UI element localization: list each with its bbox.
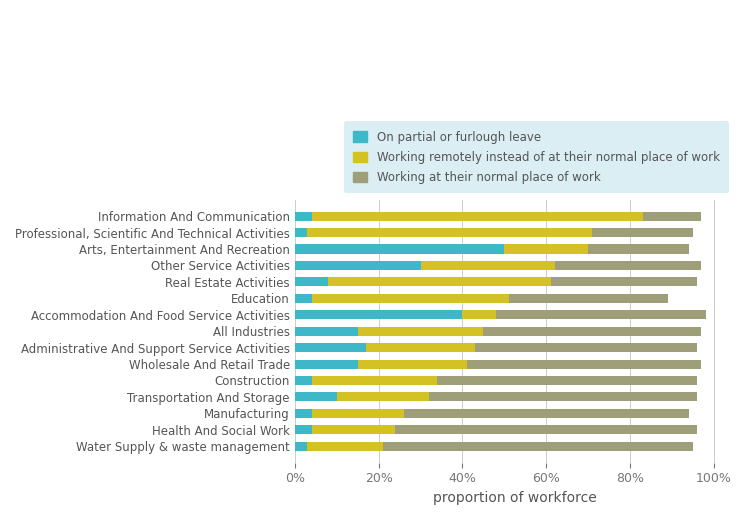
Bar: [382, 441, 693, 451]
Bar: [295, 425, 311, 434]
Bar: [337, 393, 429, 401]
Bar: [295, 228, 307, 237]
Bar: [550, 277, 698, 287]
Bar: [311, 212, 643, 220]
Bar: [295, 359, 358, 369]
Bar: [395, 425, 698, 434]
Bar: [295, 441, 307, 451]
Bar: [358, 359, 466, 369]
Bar: [308, 228, 592, 237]
Bar: [588, 244, 689, 254]
Bar: [358, 327, 484, 336]
Bar: [295, 277, 328, 287]
Bar: [295, 212, 311, 220]
Bar: [311, 294, 509, 303]
Bar: [295, 294, 311, 303]
Bar: [592, 228, 693, 237]
Bar: [295, 343, 366, 352]
Bar: [505, 244, 588, 254]
Bar: [643, 212, 701, 220]
Bar: [311, 425, 395, 434]
Bar: [295, 409, 311, 418]
Legend: On partial or furlough leave, Working remotely instead of at their normal place : On partial or furlough leave, Working re…: [344, 121, 729, 193]
Bar: [509, 294, 668, 303]
Bar: [311, 376, 437, 385]
Bar: [555, 261, 701, 270]
Bar: [295, 376, 311, 385]
Bar: [295, 244, 505, 254]
Bar: [295, 327, 358, 336]
Bar: [475, 343, 698, 352]
Bar: [295, 393, 337, 401]
Bar: [404, 409, 689, 418]
Bar: [463, 310, 496, 319]
Bar: [295, 310, 463, 319]
Bar: [496, 310, 706, 319]
Bar: [466, 359, 701, 369]
Bar: [311, 409, 404, 418]
Bar: [366, 343, 475, 352]
Bar: [437, 376, 698, 385]
Bar: [295, 261, 421, 270]
Bar: [429, 393, 698, 401]
Bar: [421, 261, 555, 270]
X-axis label: proportion of workforce: proportion of workforce: [433, 491, 597, 505]
Bar: [484, 327, 701, 336]
Bar: [328, 277, 550, 287]
Bar: [308, 441, 382, 451]
